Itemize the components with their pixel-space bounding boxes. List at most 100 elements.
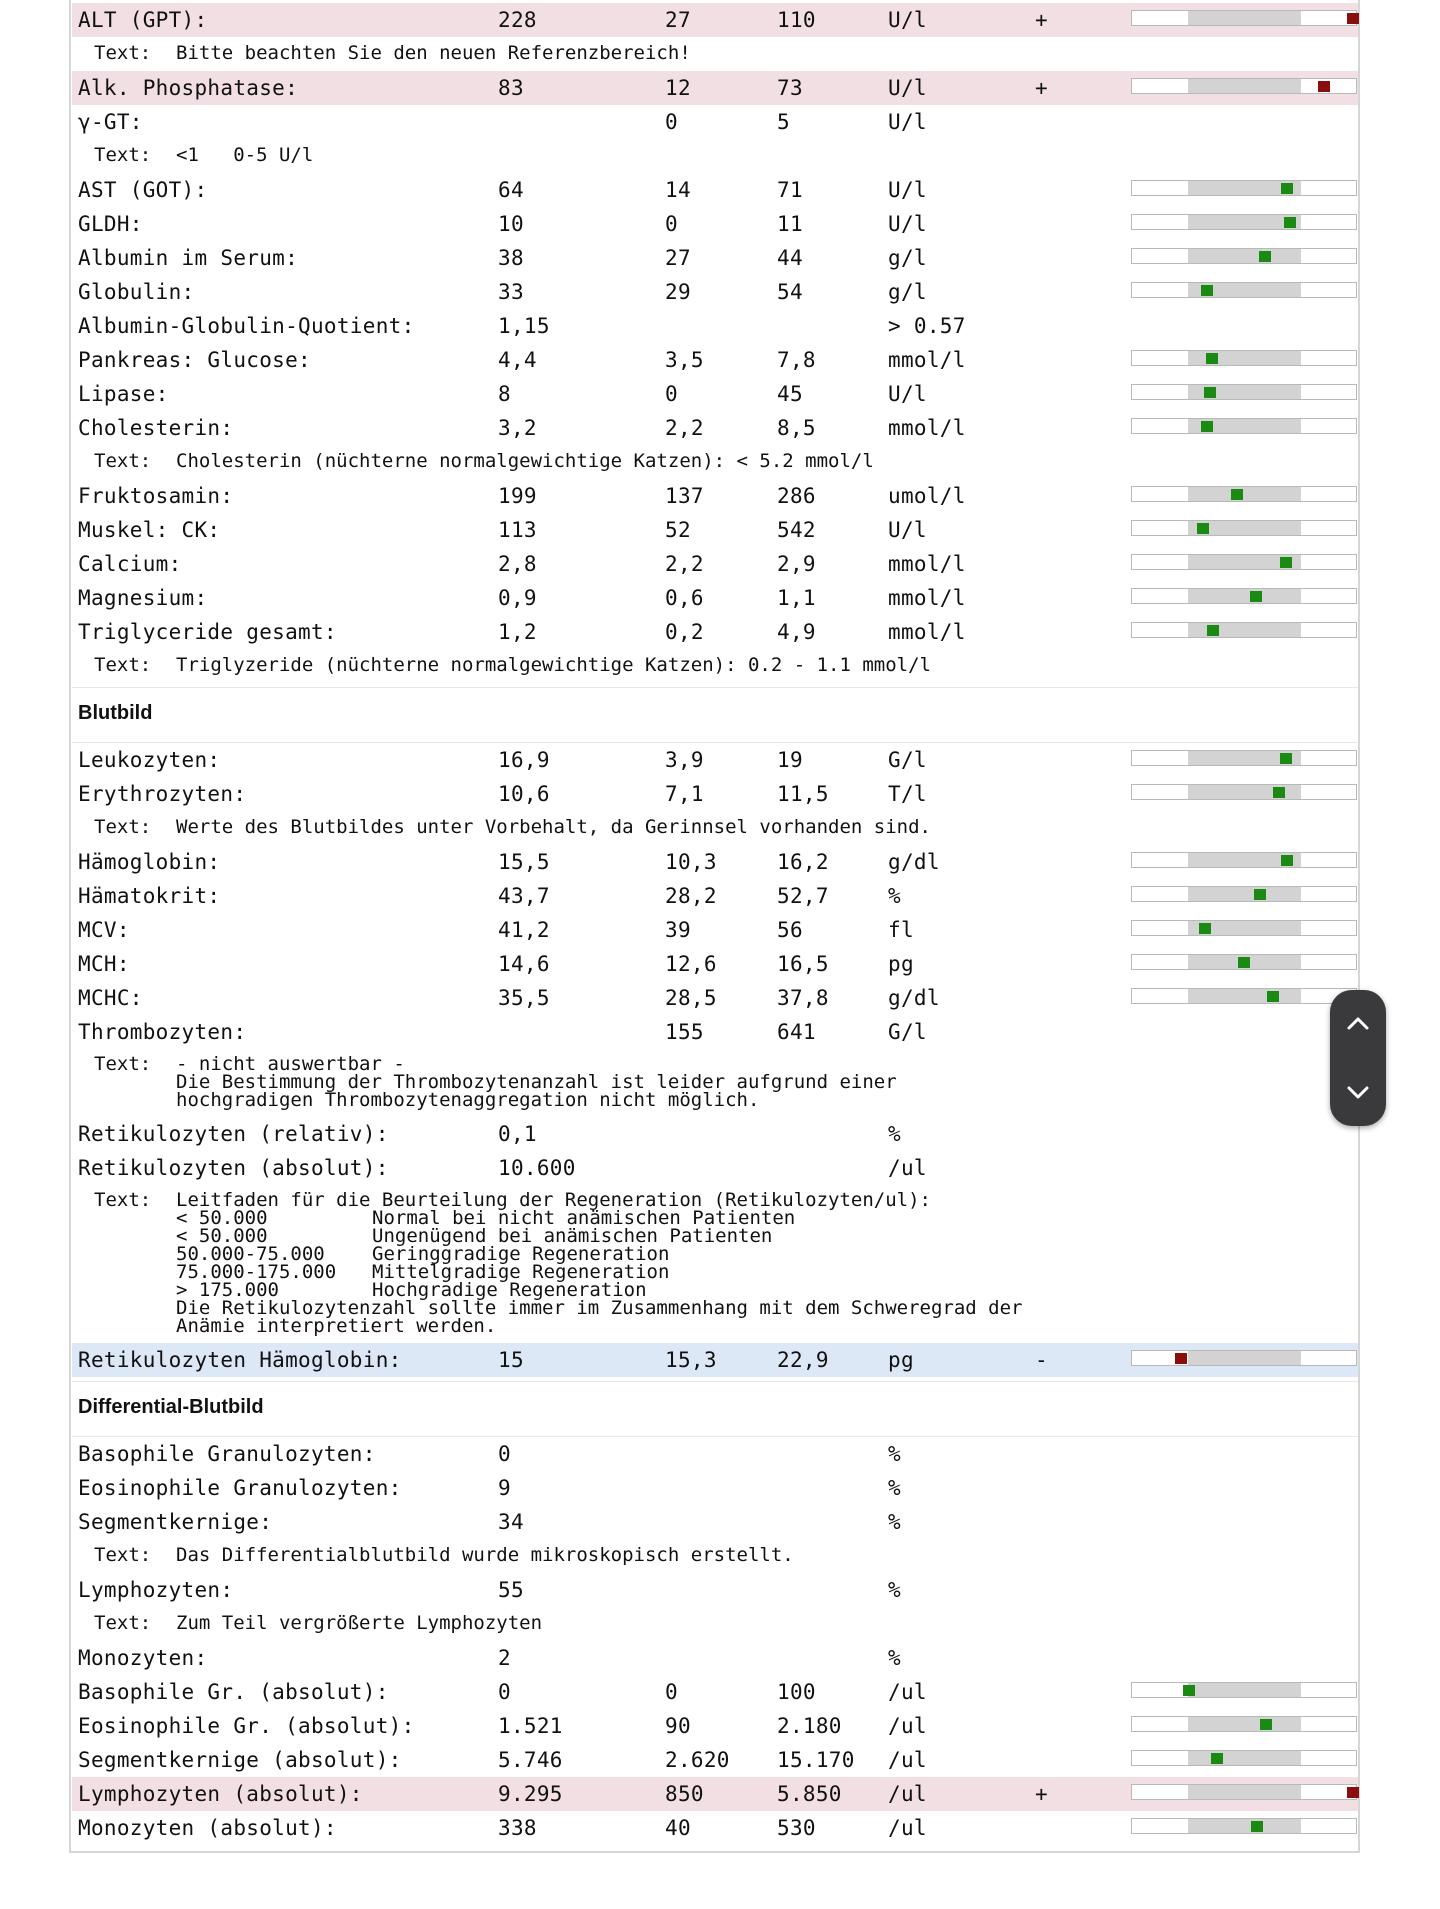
section-heading-blutbild: Blutbild <box>72 687 1358 743</box>
test-name: Lipase: <box>78 382 169 406</box>
unit: g/dl <box>888 850 940 874</box>
result-value: 10,6 <box>498 782 550 806</box>
result-row-lymphozyten: Lymphozyten: 55% <box>72 1573 1358 1607</box>
result-value: 14,6 <box>498 952 550 976</box>
comment-note: Text: Cholesterin (nüchterne normalgewich… <box>72 445 1352 479</box>
value-marker <box>1347 13 1359 24</box>
comment-note: Text: - nicht auswertbar - Die Bestimmung … <box>72 1055 1352 1123</box>
result-value: 9.295 <box>498 1782 563 1806</box>
ref-max: 56 <box>777 918 803 942</box>
test-name: ALT (GPT): <box>78 8 208 32</box>
note-line-text: hochgradigen Thrombozytenaggregation nic… <box>176 1089 760 1111</box>
unit: % <box>888 1476 901 1500</box>
result-value: 228 <box>498 8 537 32</box>
ref-max: 7,8 <box>777 348 816 372</box>
note-text: Das Differentialblutbild wurde mikroskop… <box>176 1544 794 1566</box>
range-bar <box>1131 1682 1357 1698</box>
scroll-widget[interactable] <box>1330 990 1386 1126</box>
result-row-hämatokrit: Hämatokrit: 43,7 28,2 52,7% <box>72 879 1358 913</box>
value-marker <box>1347 1787 1359 1798</box>
value-marker <box>1197 523 1209 534</box>
ref-min: 3,5 <box>665 348 704 372</box>
result-value: 5.746 <box>498 1748 563 1772</box>
note-label: Text: <box>94 42 152 64</box>
result-value: 35,5 <box>498 986 550 1010</box>
range-bar <box>1131 784 1357 800</box>
ref-min: 155 <box>665 1020 704 1044</box>
ref-min: 2.620 <box>665 1748 730 1772</box>
flag: + <box>1035 8 1048 32</box>
result-row-magnesium: Magnesium: 0,9 0,6 1,1 mmol/l <box>72 581 1358 615</box>
result-row-mchc: MCHC: 35,5 28,5 37,8 g/dl <box>72 981 1358 1015</box>
ref-max: 5 <box>777 110 790 134</box>
result-value: 38 <box>498 246 524 270</box>
test-name: MCH: <box>78 952 130 976</box>
test-name: Lymphozyten (absolut): <box>78 1782 363 1806</box>
result-row-monozyten: Monozyten: 2% <box>72 1641 1358 1675</box>
test-name: Hämatokrit: <box>78 884 221 908</box>
note-text: Bitte beachten Sie den neuen Referenzber… <box>176 42 691 64</box>
reference-range-band <box>1188 623 1301 637</box>
value-marker <box>1284 217 1296 228</box>
test-name: Basophile Granulozyten: <box>78 1442 376 1466</box>
note-line-detail: Mittelgradige Regeneration <box>372 1261 670 1283</box>
scroll-up-button[interactable] <box>1330 990 1386 1058</box>
unit: fl <box>888 918 914 942</box>
unit: T/l <box>888 782 927 806</box>
ref-max: 641 <box>777 1020 816 1044</box>
value-marker <box>1211 1753 1223 1764</box>
ref-min: 12 <box>665 76 691 100</box>
unit: U/l <box>888 110 927 134</box>
reference-range-band <box>1188 79 1301 93</box>
reference-range-band <box>1188 751 1301 765</box>
value-marker <box>1206 353 1218 364</box>
ref-max: 5.850 <box>777 1782 842 1806</box>
result-row-monozyten-absolut: Monozyten (absolut): 338 40 530/ul <box>72 1811 1358 1845</box>
ref-max: 19 <box>777 748 803 772</box>
value-marker <box>1260 1719 1272 1730</box>
unit: mmol/l <box>888 416 966 440</box>
result-row-lipase: Lipase: 8 0 45 U/l <box>72 377 1358 411</box>
range-bar <box>1131 384 1357 400</box>
note-line-text: > 175.000 <box>176 1279 279 1301</box>
reference-range-band <box>1188 989 1301 1003</box>
value-marker <box>1280 753 1292 764</box>
unit: U/l <box>888 212 927 236</box>
ref-max: 542 <box>777 518 816 542</box>
scroll-down-button[interactable] <box>1330 1058 1386 1126</box>
test-name: Leukozyten: <box>78 748 221 772</box>
range-bar <box>1131 486 1357 502</box>
range-bar <box>1131 750 1357 766</box>
unit: /ul <box>888 1748 927 1772</box>
ref-max: 54 <box>777 280 803 304</box>
test-name: Basophile Gr. (absolut): <box>78 1680 389 1704</box>
test-name: Pankreas: Glucose: <box>78 348 311 372</box>
range-bar <box>1131 78 1357 94</box>
comment-note: Text: <1 0-5 U/l <box>72 139 1352 173</box>
unit: % <box>888 1578 901 1602</box>
test-name: GLDH: <box>78 212 143 236</box>
result-row-triglyceride-gesamt: Triglyceride gesamt: 1,2 0,2 4,9 mmol/l <box>72 615 1358 649</box>
test-name: Fruktosamin: <box>78 484 234 508</box>
reference-range-band <box>1188 181 1301 195</box>
note-line-text: - nicht auswertbar - <box>176 1053 405 1075</box>
ref-max: 15.170 <box>777 1748 855 1772</box>
result-value: 9 <box>498 1476 511 1500</box>
reference-range-band <box>1188 283 1301 297</box>
note-line-detail: Geringgradige Regeneration <box>372 1243 670 1265</box>
range-bar <box>1131 248 1357 264</box>
range-bar <box>1131 1716 1357 1732</box>
range-bar <box>1131 180 1357 196</box>
range-bar <box>1131 350 1357 366</box>
ref-max: 44 <box>777 246 803 270</box>
result-value: 0,9 <box>498 586 537 610</box>
unit: U/l <box>888 178 927 202</box>
ref-min: 52 <box>665 518 691 542</box>
unit: /ul <box>888 1156 927 1180</box>
result-value: 41,2 <box>498 918 550 942</box>
test-name: Calcium: <box>78 552 182 576</box>
result-value: 4,4 <box>498 348 537 372</box>
flag: - <box>1035 1348 1048 1372</box>
result-row-gldh: GLDH: 10 0 11 U/l <box>72 207 1358 241</box>
result-row-thrombozyten: Thrombozyten: 155 641 G/l <box>72 1015 1358 1049</box>
